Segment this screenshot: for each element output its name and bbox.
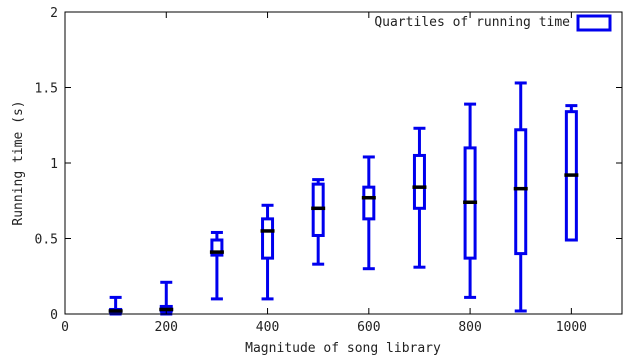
box (513, 81, 528, 313)
iqr-box (261, 217, 275, 260)
y-tick-label: 0 (50, 308, 58, 323)
iqr-box (514, 128, 528, 256)
legend-label: Quartiles of running time (374, 15, 570, 30)
x-tick-label: 200 (155, 320, 178, 335)
legend: Quartiles of running time (374, 14, 612, 32)
y-tick-label: 2 (50, 6, 58, 21)
y-tick-label: 0.5 (35, 233, 58, 248)
box (361, 155, 376, 271)
legend-swatch (576, 14, 612, 32)
x-tick-label: 400 (256, 320, 279, 335)
y-axis-label: Running time (s) (11, 100, 26, 225)
iqr-box (210, 238, 224, 257)
y-tick-label: 1 (50, 157, 58, 172)
box (412, 126, 427, 269)
box (311, 178, 326, 266)
axes: 0 200 400 600 800 1000 0 0.5 1 1.5 2 (35, 6, 623, 335)
box (209, 230, 224, 301)
box (564, 104, 579, 242)
box (260, 203, 275, 301)
box (463, 102, 478, 299)
x-tick-label: 600 (357, 320, 380, 335)
iqr-box (412, 153, 426, 210)
x-tick-label: 0 (61, 320, 69, 335)
iqr-box (362, 185, 376, 221)
box (108, 295, 123, 316)
plot-frame (64, 11, 623, 315)
x-tick-label: 800 (458, 320, 481, 335)
x-tick-label: 1000 (556, 320, 587, 335)
plot-marks (108, 81, 579, 316)
x-axis-label: Magnitude of song library (245, 341, 441, 356)
y-tick-label: 1.5 (35, 82, 58, 97)
